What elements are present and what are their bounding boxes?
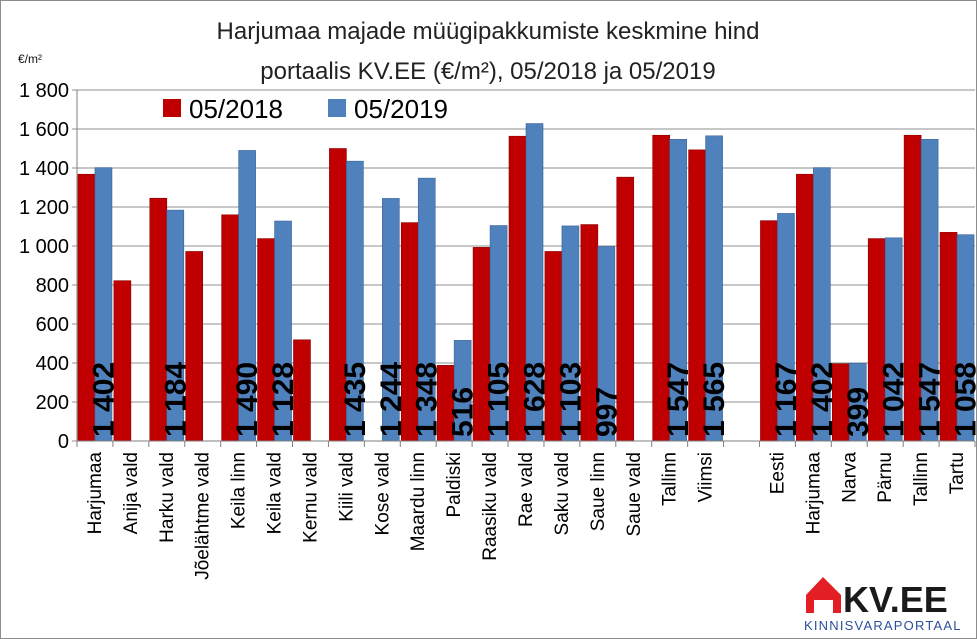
x-tick-label: Pärnu: [875, 452, 896, 503]
x-tick-label: Tartu: [947, 452, 968, 494]
y-tick-label: 600: [36, 314, 69, 336]
x-tick-label: Raasiku vald: [480, 452, 501, 561]
y-tick-label: 800: [36, 275, 69, 297]
x-tick-label: Kiili vald: [336, 452, 357, 522]
data-label: 1 184: [159, 362, 192, 437]
data-label: 1 402: [806, 362, 839, 437]
data-label: 1 435: [339, 362, 372, 437]
data-label: 997: [590, 387, 623, 437]
chart-title-line-2: portaalis KV.EE (€/m²), 05/2018 ja 05/20…: [260, 58, 715, 85]
chart-title-line-1: Harjumaa majade müügipakkumiste keskmine…: [217, 18, 760, 45]
data-label: 516: [447, 387, 480, 437]
x-tick-label: Kernu vald: [300, 452, 321, 543]
legend-label-2019: 05/2019: [354, 94, 448, 124]
x-tick-label: Anija vald: [121, 452, 142, 534]
kvee-logo: KV.EE KINNISVARAPORTAAL: [804, 577, 962, 633]
data-label: 1 565: [698, 362, 731, 437]
house-icon: [806, 577, 841, 613]
logo-wordmark: KV.EE: [843, 579, 948, 620]
data-label: 1 128: [267, 362, 300, 437]
x-tick-label: Keila vald: [265, 452, 286, 534]
y-tick-label: 1 200: [19, 197, 69, 219]
y-axis-ticks: 0 200 400 600 800 1 000 1 200 1 400 1 600 1 800: [19, 80, 77, 453]
x-tick-label: Keila linn: [229, 452, 250, 529]
x-tick-label: Saue vald: [624, 452, 645, 537]
x-tick-label: Harjumaa: [85, 452, 106, 535]
data-label: 1 058: [950, 362, 977, 437]
x-tick-label: Maardu linn: [408, 452, 429, 551]
y-tick-label: 1 400: [19, 158, 69, 180]
y-tick-label: 1 600: [19, 119, 69, 141]
legend-swatch-2018: [163, 99, 181, 117]
axes: [76, 90, 975, 442]
x-tick-label: Tallinn: [911, 452, 932, 506]
data-label: 1 103: [554, 362, 587, 437]
data-label: 1 490: [231, 362, 264, 437]
data-labels: 1 402 1 184 1 490 1 128 1 435 1 244 1 348 516 1 …: [87, 362, 977, 437]
data-label: 1 402: [87, 362, 120, 437]
x-tick-label: Eesti: [767, 452, 788, 494]
x-axis-ticks: Harjumaa Anija vald Harku vald Jõelähtme va…: [76, 441, 976, 580]
data-label: 1 348: [411, 362, 444, 437]
x-tick-label: Paldiski: [444, 452, 465, 517]
legend-swatch-2019: [328, 99, 346, 117]
data-label: 1 547: [914, 362, 947, 437]
x-tick-label: Saue linn: [588, 452, 609, 531]
y-tick-label: 400: [36, 353, 69, 375]
y-tick-label: 0: [58, 431, 69, 453]
data-label: 1 042: [878, 362, 911, 437]
x-tick-label: Jõelähtme vald: [193, 452, 214, 580]
y-unit-label: €/m²: [18, 52, 42, 66]
x-tick-label: Rae vald: [516, 452, 537, 527]
data-label: 1 628: [519, 362, 552, 437]
x-tick-label: Harku vald: [157, 452, 178, 543]
x-tick-label: Tallinn: [660, 452, 681, 506]
data-label: 1 547: [662, 362, 695, 437]
x-tick-label: Kose vald: [372, 452, 393, 535]
data-label: 1 167: [770, 362, 803, 437]
x-tick-label: Viimsi: [696, 452, 717, 502]
y-tick-label: 1 000: [19, 236, 69, 258]
legend-label-2018: 05/2018: [189, 94, 283, 124]
x-tick-label: Narva: [839, 452, 860, 503]
legend: 05/2018 05/2019: [163, 94, 448, 124]
data-label: 1 105: [483, 362, 516, 437]
data-label: 399: [842, 387, 875, 437]
data-label: 1 244: [375, 362, 408, 437]
bars: [77, 123, 975, 442]
y-tick-label: 200: [36, 392, 69, 414]
x-tick-label: Harjumaa: [803, 452, 824, 535]
y-tick-label: 1 800: [19, 80, 69, 102]
x-tick-label: Saku vald: [552, 452, 573, 535]
logo-subtitle: KINNISVARAPORTAAL: [804, 618, 962, 633]
